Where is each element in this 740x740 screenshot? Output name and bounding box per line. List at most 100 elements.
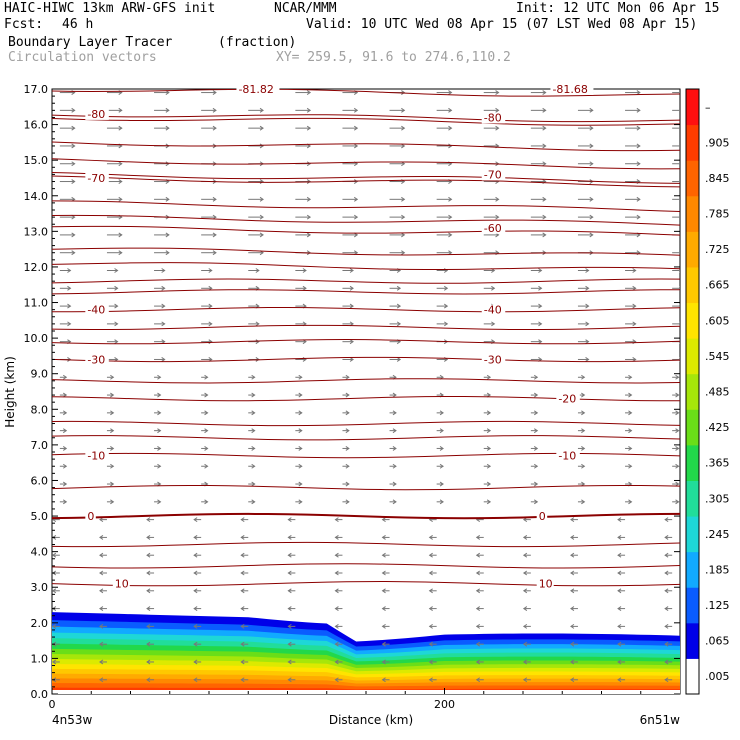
contour-label-bg <box>481 169 506 181</box>
vector-head <box>110 410 115 416</box>
vector-head <box>475 588 481 594</box>
vector-head <box>118 107 123 113</box>
vector-head <box>636 125 641 131</box>
vector-head <box>538 285 543 291</box>
vector-head <box>381 534 386 540</box>
vector-head <box>439 410 444 416</box>
vector-head <box>617 606 622 612</box>
vector-head <box>428 552 433 558</box>
vector-head <box>287 534 292 540</box>
vector-head <box>581 374 586 380</box>
vector-head <box>118 232 123 238</box>
vector-head <box>157 410 162 416</box>
vector-head <box>448 143 453 149</box>
vector-head <box>251 499 256 505</box>
vector-head <box>259 107 264 113</box>
x-axis: 0 200 <box>49 688 642 711</box>
vector-head <box>448 196 453 202</box>
vector-head <box>349 339 354 345</box>
vector-head <box>401 90 406 95</box>
contour-label-bg <box>85 108 109 120</box>
vector-head <box>251 428 256 434</box>
vector-head <box>353 125 359 131</box>
vector-head <box>538 303 543 309</box>
vector-head <box>146 534 151 540</box>
vector-head <box>99 552 104 558</box>
vector-head <box>62 392 68 398</box>
vector-head <box>538 268 543 273</box>
vector-head <box>617 552 622 558</box>
vector-head <box>240 552 245 558</box>
vector-head <box>287 677 292 683</box>
contour-line <box>52 214 680 226</box>
vector-head <box>114 268 119 273</box>
y-tick-label: 2.0 <box>31 617 49 630</box>
vector-head <box>349 357 354 362</box>
contour-label: -70 <box>484 168 502 181</box>
vector-head <box>193 517 198 523</box>
y-tick-label: 9.0 <box>31 368 49 381</box>
vector-head <box>664 552 669 558</box>
vector-head <box>146 623 151 629</box>
vector-head <box>334 552 339 558</box>
contour-line <box>52 378 680 384</box>
vector-head <box>306 196 312 202</box>
vector-head <box>99 623 104 629</box>
vector-head <box>345 428 350 434</box>
vector-head <box>259 143 264 149</box>
vector-head <box>114 285 119 291</box>
vector-head <box>628 428 633 434</box>
vector-head <box>353 107 359 113</box>
contour-label-bg <box>85 450 109 462</box>
vector-head <box>443 321 449 327</box>
vector-head <box>486 446 492 451</box>
vector-head <box>251 410 256 416</box>
vector-head <box>157 499 162 505</box>
vector-head <box>486 463 492 469</box>
colorbar-label: .785 <box>705 208 730 221</box>
vector-head <box>636 107 641 113</box>
vector-head <box>114 339 119 345</box>
colorbar-label: .725 <box>705 243 730 256</box>
vector-head <box>306 125 312 131</box>
vector-head <box>287 641 292 647</box>
vector-head <box>251 481 256 487</box>
vector-head <box>585 268 590 273</box>
vector-head <box>542 214 547 220</box>
vector-head <box>212 214 217 220</box>
vector-head <box>157 392 162 398</box>
vector-head <box>240 588 245 594</box>
vector-head <box>146 517 151 523</box>
colorbar-label: .485 <box>705 386 730 399</box>
vector-head <box>287 659 292 665</box>
vector-head <box>165 125 170 131</box>
vector-head <box>157 463 162 469</box>
vector-head <box>664 534 669 540</box>
vector-head <box>538 339 543 345</box>
y-tick-label: 0.0 <box>31 688 49 701</box>
vector-head <box>636 196 641 202</box>
vector-head <box>193 588 198 594</box>
vector-head <box>204 446 209 451</box>
vector-head <box>110 392 115 398</box>
vector-head <box>259 232 264 238</box>
vector-head <box>157 446 162 451</box>
colorbar-label: .005 <box>705 670 730 683</box>
contour-label: -40 <box>87 304 105 317</box>
vector-head <box>392 410 397 416</box>
contour-label-bg <box>550 84 594 95</box>
vector-head <box>475 677 481 683</box>
vector-head <box>204 374 209 380</box>
contour-line <box>52 420 680 427</box>
vector-head <box>664 677 669 683</box>
vector-head <box>52 623 57 629</box>
vector-head <box>52 659 57 665</box>
vector-head <box>585 285 590 291</box>
contour-line <box>52 324 680 331</box>
vector-head <box>392 392 397 398</box>
colorbar-label: .545 <box>705 350 730 363</box>
vector-head <box>396 303 402 309</box>
vector-head <box>392 446 397 451</box>
vector-head <box>570 623 575 629</box>
contour-line <box>52 307 680 313</box>
